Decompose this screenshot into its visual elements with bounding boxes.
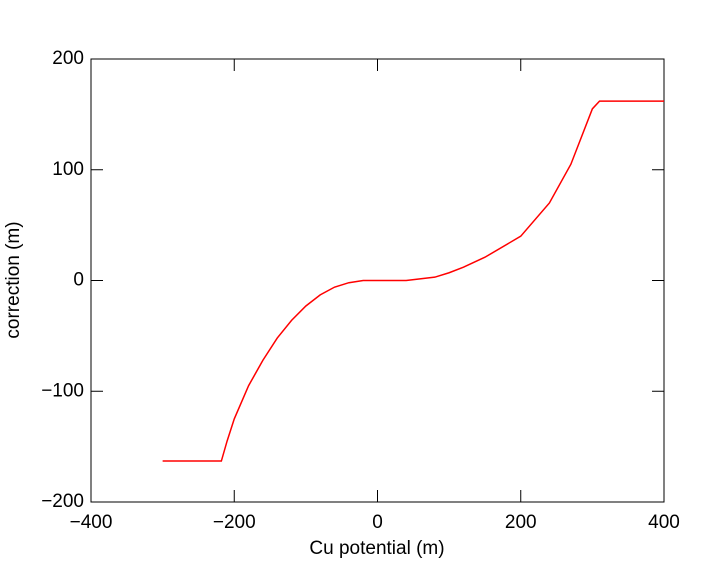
x-tick-label: 0 (372, 512, 383, 533)
y-tick-label: 200 (52, 48, 84, 69)
data-line (162, 100, 664, 462)
x-axis-label: Cu potential (m) (309, 538, 444, 559)
x-tick-label: −200 (213, 512, 256, 533)
y-tick-label: −100 (41, 380, 84, 401)
x-tick-label: −400 (70, 512, 113, 533)
y-tick-label: 0 (73, 270, 84, 291)
y-tick-label: −200 (41, 491, 84, 512)
x-tick-label: 200 (505, 512, 537, 533)
y-tick-label: 100 (52, 159, 84, 180)
x-tick-label: 400 (648, 512, 680, 533)
y-axis-label: correction (m) (3, 221, 24, 338)
